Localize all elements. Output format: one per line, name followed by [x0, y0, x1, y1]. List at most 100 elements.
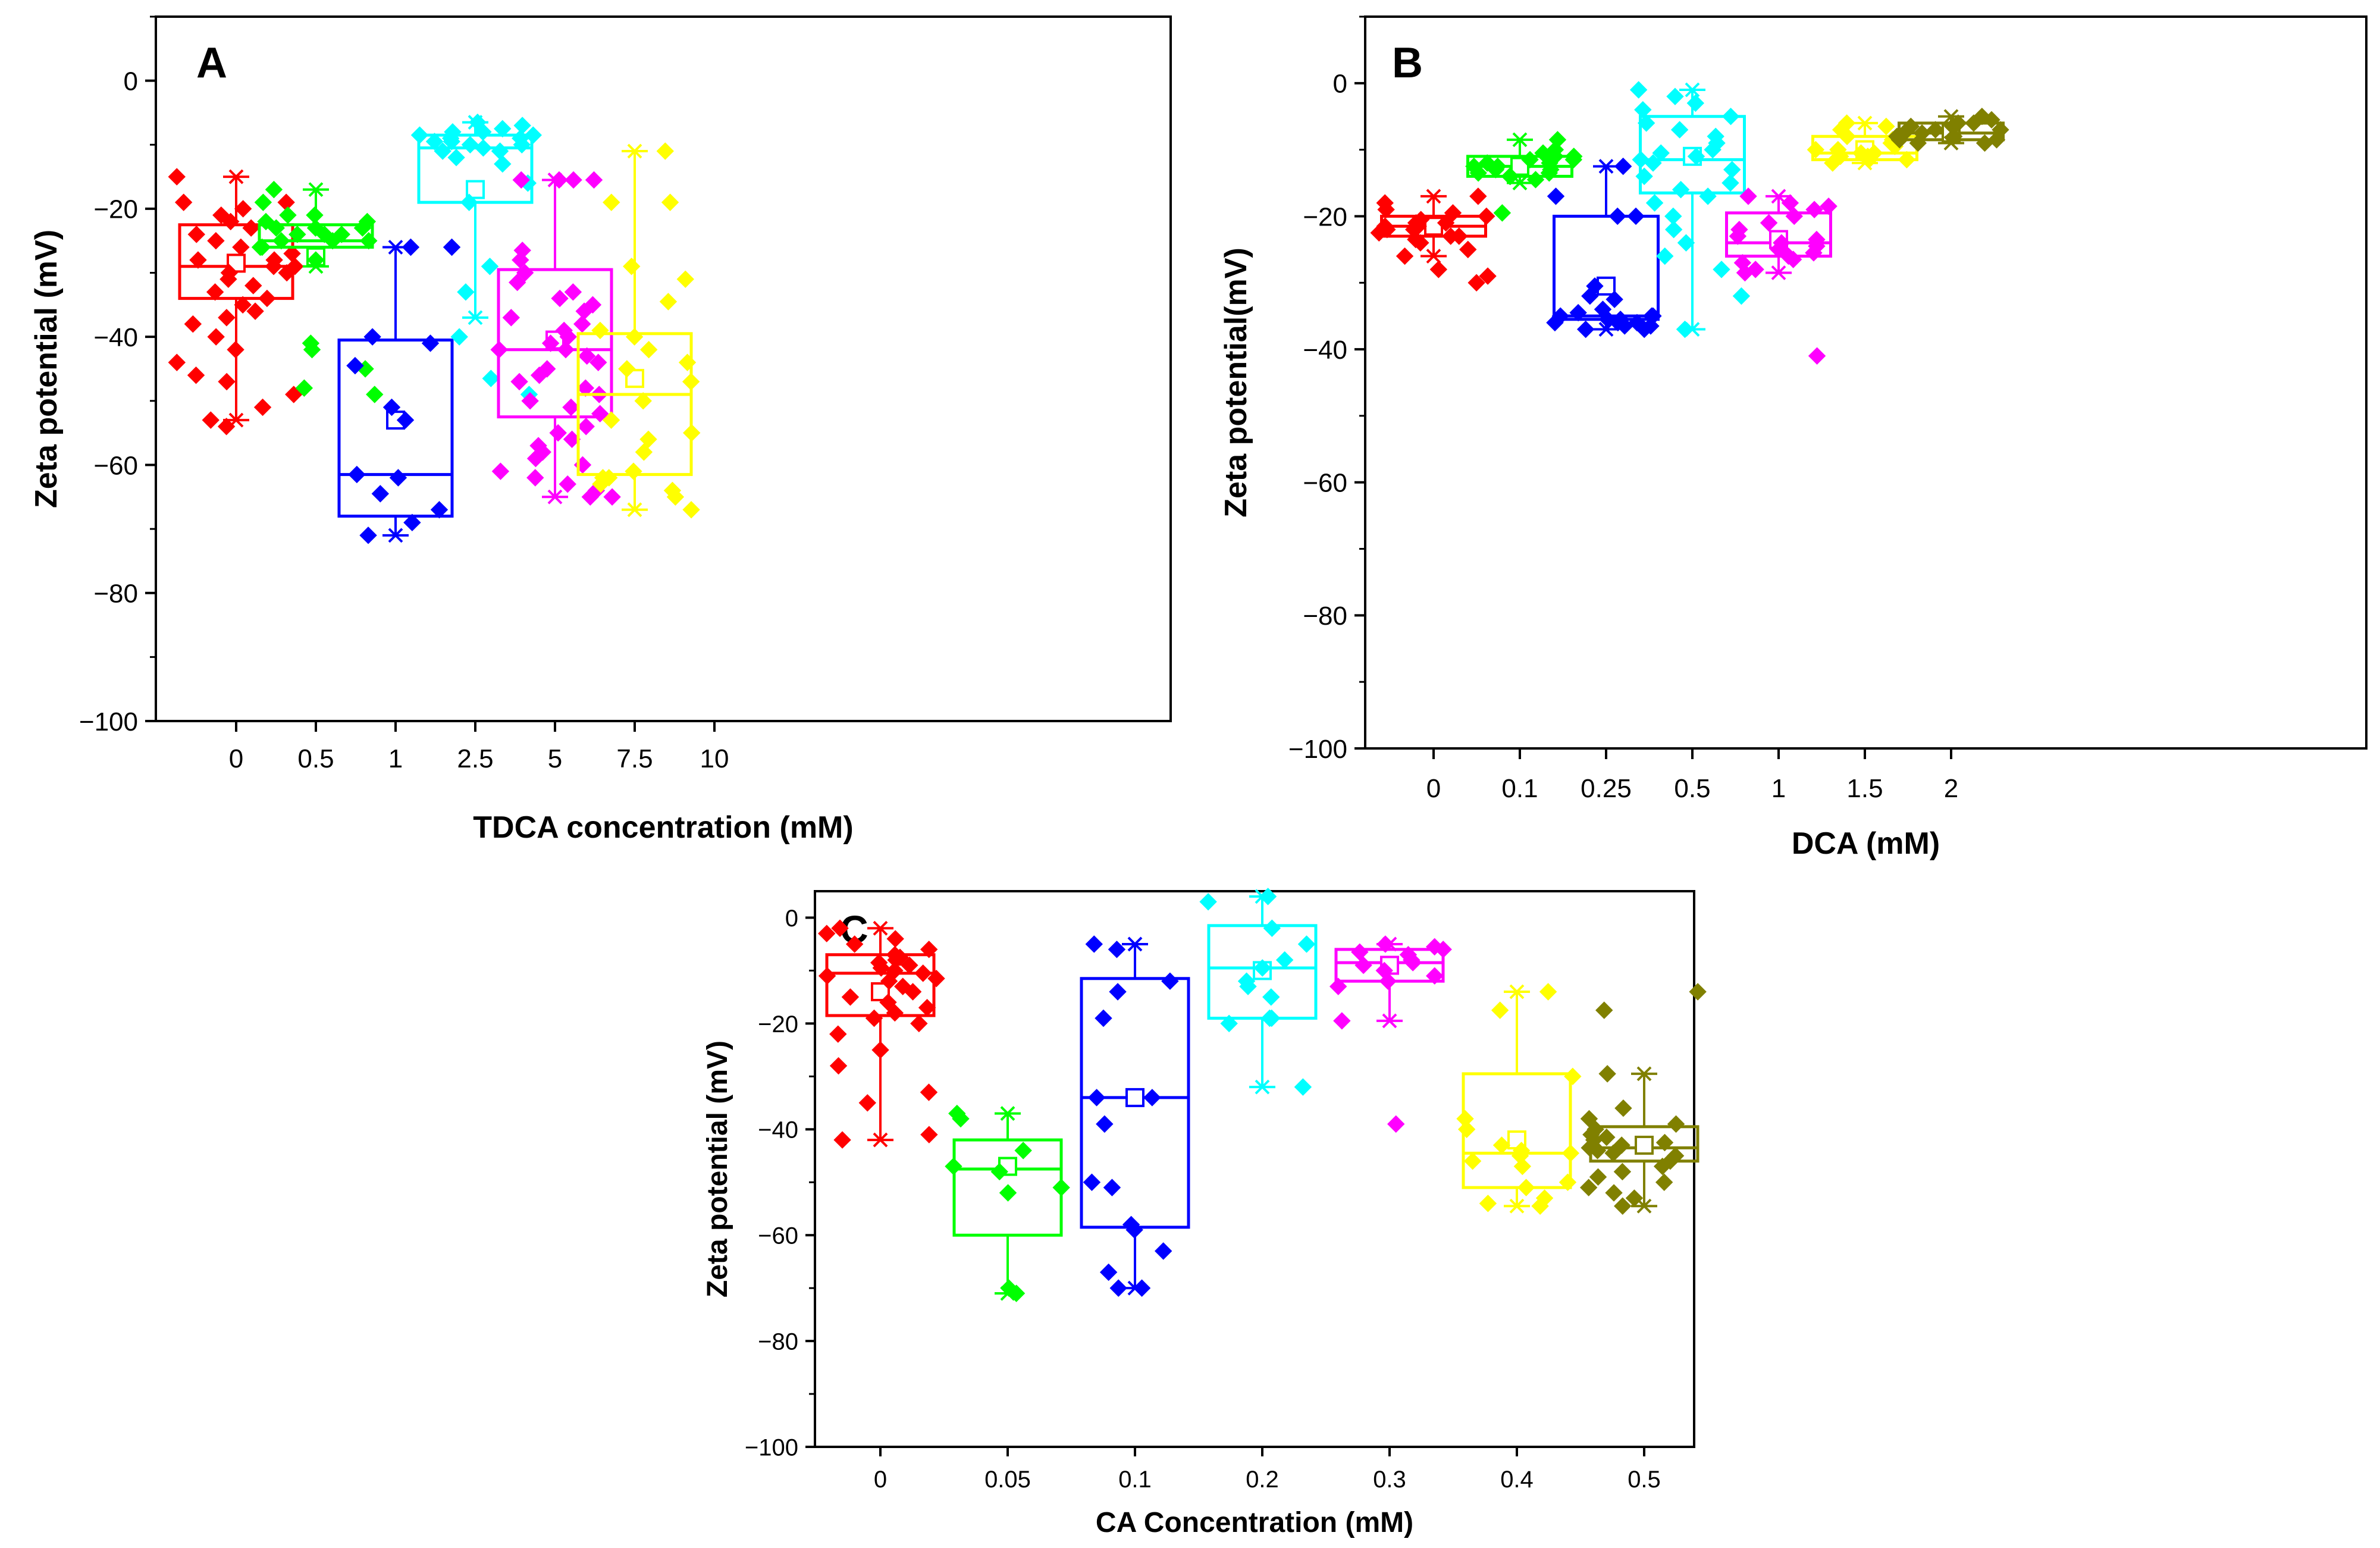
data-point	[502, 309, 520, 327]
data-point	[676, 270, 694, 289]
data-point	[557, 341, 575, 359]
data-point	[421, 334, 440, 352]
data-point	[1354, 956, 1372, 974]
data-point	[526, 449, 545, 468]
data-point	[1629, 81, 1648, 99]
data-point	[1608, 207, 1626, 225]
data-point	[1983, 111, 2000, 129]
data-point	[494, 155, 512, 173]
data-point	[1469, 187, 1487, 205]
data-point	[1259, 888, 1277, 905]
data-point	[1838, 127, 1856, 145]
min-marker	[1255, 1079, 1270, 1095]
data-point	[315, 225, 334, 243]
data-point	[1614, 1099, 1632, 1117]
data-point	[1595, 1001, 1613, 1019]
y-tick-label: −40	[758, 1117, 798, 1143]
data-point	[603, 193, 620, 211]
data-point	[460, 193, 478, 211]
data-point	[581, 488, 599, 506]
box-group-0.3	[1329, 935, 1452, 1133]
data-point	[666, 488, 685, 506]
data-point	[1526, 171, 1545, 189]
min-marker	[1000, 1286, 1015, 1301]
data-point	[366, 386, 384, 403]
box-group-0.4	[1456, 983, 1582, 1215]
data-point	[324, 232, 341, 250]
x-tick-label: 0.3	[1373, 1466, 1406, 1493]
data-point	[389, 469, 407, 487]
data-point	[482, 369, 500, 387]
data-point	[307, 251, 325, 269]
data-point	[1699, 187, 1717, 205]
y-tick-label: −20	[758, 1011, 798, 1038]
data-point	[1085, 935, 1103, 953]
data-point	[251, 238, 269, 256]
plot-area-frame	[814, 890, 1695, 1448]
max-marker	[627, 143, 642, 159]
data-point	[1686, 94, 1705, 112]
data-point	[1987, 131, 2006, 149]
data-point	[227, 341, 244, 359]
data-point	[1832, 148, 1849, 165]
data-point	[1667, 1115, 1685, 1133]
data-point	[1396, 247, 1414, 265]
data-point	[1604, 1144, 1622, 1162]
data-point	[1370, 224, 1388, 242]
data-point	[189, 251, 207, 269]
max-marker	[1382, 936, 1397, 952]
data-point	[258, 289, 276, 308]
data-point	[187, 366, 205, 384]
x-tick-label: 1.5	[1846, 774, 1883, 803]
data-point	[1297, 935, 1316, 953]
y-tick-label: −80	[1303, 601, 1347, 631]
data-point	[584, 296, 602, 314]
data-point	[1333, 1012, 1351, 1030]
data-point	[591, 321, 609, 340]
data-point	[1109, 1279, 1127, 1297]
data-point	[635, 443, 653, 461]
data-point	[450, 328, 468, 346]
data-point	[202, 411, 220, 429]
data-point	[272, 232, 290, 250]
data-point	[1635, 320, 1653, 339]
x-tick-label: 10	[700, 744, 729, 773]
data-point	[562, 398, 580, 416]
data-point	[1457, 1120, 1476, 1138]
y-tick-label: −20	[93, 195, 138, 224]
data-point	[218, 372, 236, 391]
data-point	[829, 1025, 847, 1043]
data-point	[1614, 157, 1632, 176]
x-tick-label: 0	[874, 1466, 887, 1493]
data-point	[1632, 151, 1650, 169]
data-point	[1909, 134, 1927, 152]
data-point	[457, 283, 475, 301]
data-point	[603, 488, 621, 506]
box-group-1	[1725, 187, 1837, 365]
min-marker	[873, 1132, 888, 1148]
data-point	[1559, 1173, 1577, 1191]
data-point	[1083, 1173, 1101, 1191]
data-point	[1492, 1136, 1511, 1154]
data-point	[396, 411, 415, 429]
max-marker	[1636, 1066, 1652, 1082]
data-point	[246, 302, 264, 320]
data-point	[618, 360, 636, 378]
data-point	[206, 283, 224, 301]
data-point	[551, 289, 569, 308]
data-point	[425, 133, 444, 151]
max-marker	[1127, 936, 1143, 952]
data-point	[434, 142, 451, 160]
box-group-0.25	[1546, 157, 1662, 339]
data-point	[1723, 161, 1741, 178]
min-marker	[388, 528, 403, 543]
data-point	[1103, 1179, 1121, 1196]
data-point	[1666, 87, 1684, 105]
data-point	[402, 238, 420, 256]
max-marker	[1509, 984, 1525, 999]
data-point	[1154, 1242, 1172, 1260]
data-point	[1351, 943, 1369, 961]
min-marker	[1685, 322, 1700, 337]
data-point	[1564, 151, 1583, 169]
